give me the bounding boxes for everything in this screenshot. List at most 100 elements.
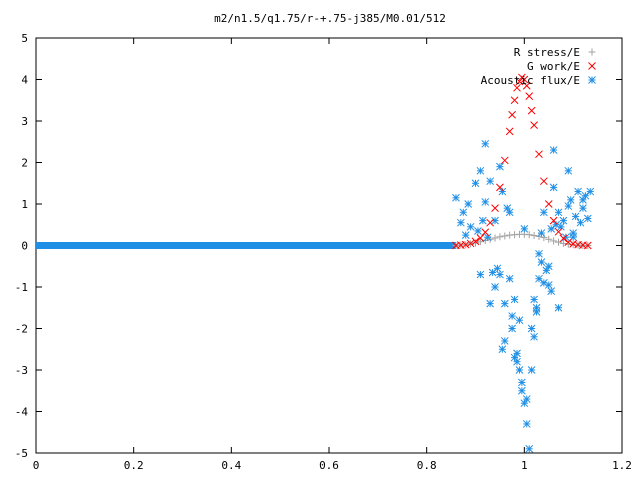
series-acoustic-flux-baseline [36,242,456,249]
legend-label: G work/E [527,60,580,73]
data-point [518,378,526,387]
data-point [540,177,548,186]
y-tick-label: 3 [21,115,28,128]
data-point [559,234,568,243]
data-point [476,234,485,242]
data-point [486,177,495,186]
y-tick-label: -1 [15,281,28,294]
data-point [554,227,563,236]
data-point [461,231,470,239]
data-point [461,240,470,249]
data-point [530,232,538,240]
data-point [505,127,514,136]
x-tick-label: 0.2 [124,459,144,472]
data-point [566,195,575,204]
data-point [522,395,531,403]
data-point [471,179,480,188]
data-point [550,237,558,245]
data-point [549,146,558,154]
data-point [537,229,546,237]
data-point [532,303,541,312]
data-point [574,187,582,196]
data-point [544,200,553,208]
data-point [481,198,490,206]
data-point [508,312,516,320]
data-point [515,77,524,86]
y-tick-label: 0 [21,240,28,253]
data-point [515,366,524,374]
chart-title: m2/n1.5/q1.75/r-+.75-j385/M0.01/512 [214,12,446,25]
data-point [500,337,509,345]
data-point [515,316,524,325]
x-tick-label: 0.4 [221,459,241,472]
series-layer [36,73,595,453]
legend-marker [588,48,596,56]
data-point [481,139,490,148]
data-point [496,162,504,171]
data-point [510,295,519,304]
data-point [559,216,568,225]
data-point [464,200,473,208]
data-point [535,249,543,258]
data-point [491,204,499,213]
data-point [576,218,585,227]
data-point [530,121,538,130]
y-tick-label: -2 [15,323,28,336]
data-point [535,150,543,159]
legend-marker [588,76,596,84]
data-point [456,218,465,227]
data-point [459,208,468,217]
data-point [530,332,538,341]
data-point [564,166,573,175]
data-point [520,75,529,84]
data-point [500,299,509,308]
series-acoustic-flux-e [452,139,595,453]
y-tick-label: -5 [15,447,28,460]
data-point [486,299,495,308]
data-point [498,187,507,196]
legend-label: Acoustic flux/E [481,74,580,87]
data-point [476,238,484,246]
x-tick-label: 0 [33,459,40,472]
y-tick-label: -3 [15,364,28,377]
baseline-band [36,242,456,249]
x-tick-label: 0.6 [319,459,339,472]
data-point [510,96,519,105]
data-point [493,264,502,273]
data-point [540,278,548,287]
data-point [554,303,563,312]
data-point [547,225,556,233]
data-point [500,156,509,165]
data-point [554,208,563,217]
data-point [508,324,516,333]
x-tick-label: 0.8 [417,459,437,472]
data-point [527,366,536,374]
data-point [491,234,499,242]
legend-label: R stress/E [514,46,580,59]
data-point [474,227,482,235]
data-point [476,270,485,279]
data-point [525,231,533,239]
data-point [525,444,534,453]
data-point [498,345,507,354]
data-point [522,420,531,428]
y-tick-label: -4 [15,406,29,419]
data-point [505,208,514,217]
x-tick-label: 1 [521,459,528,472]
data-point [525,92,534,100]
data-point [530,295,538,304]
data-point [583,214,592,223]
data-point [527,106,536,115]
data-point [496,233,504,241]
x-tick-label: 1.2 [612,459,632,472]
data-point [549,216,558,225]
data-point [520,225,529,233]
y-tick-label: 5 [21,32,28,45]
data-point [579,204,587,213]
data-point [466,239,475,248]
data-point [544,262,553,271]
data-point [535,274,543,283]
data-point [488,268,497,277]
